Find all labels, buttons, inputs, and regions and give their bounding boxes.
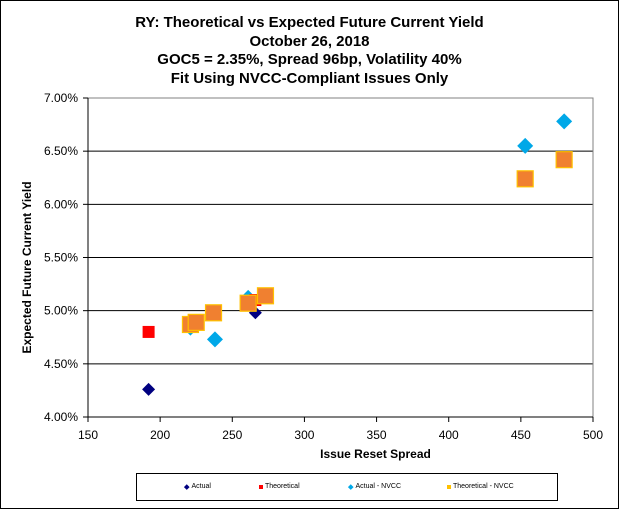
x-tick-label: 500: [583, 428, 603, 442]
y-axis-ticks: 4.00% 4.50% 5.00% 5.50% 6.00% 6.50% 7.00%: [44, 91, 88, 424]
legend-item-actual-nvcc: Actual - NVCC: [348, 483, 402, 490]
gridlines: [88, 97, 593, 365]
chart-title-line-1: RY: Theoretical vs Expected Future Curre…: [135, 14, 484, 31]
chart-title-line-3: GOC5 = 2.35%, Spread 96bp, Volatility 40…: [157, 51, 462, 68]
y-tick-label: 5.00%: [44, 304, 78, 318]
chart-title: RY: Theoretical vs Expected Future Curre…: [0, 14, 619, 88]
x-tick-label: 400: [439, 428, 459, 442]
y-tick-label: 6.00%: [44, 197, 78, 211]
data-points: [142, 113, 573, 396]
x-tick-label: 150: [78, 428, 98, 442]
chart-title-line-2: October 26, 2018: [249, 32, 370, 50]
legend-label: Theoretical: [265, 483, 300, 490]
legend: Actual Theoretical Actual - NVCC Theoret…: [136, 473, 558, 501]
x-tick-label: 350: [367, 428, 387, 442]
diamond-marker-icon: [348, 484, 354, 489]
point-actual: [142, 382, 156, 396]
point-theoretical-nvcc: [204, 304, 223, 322]
y-tick-label: 5.50%: [44, 251, 78, 265]
chart-title-line-4: Fit Using NVCC-Compliant Issues Only: [170, 69, 449, 87]
point-actual-nvcc: [517, 137, 534, 154]
point-actual-nvcc: [206, 331, 223, 348]
point-actual-nvcc: [556, 113, 573, 130]
square-marker-icon: [447, 484, 451, 489]
legend-item-theoretical-nvcc: Theoretical - NVCC: [447, 483, 514, 490]
x-tick-label: 300: [294, 428, 314, 442]
point-theoretical-nvcc: [256, 287, 275, 305]
legend-item-actual: Actual: [184, 483, 211, 490]
legend-label: Theoretical - NVCC: [453, 483, 514, 490]
x-tick-label: 450: [511, 428, 531, 442]
legend-item-theoretical: Theoretical: [259, 483, 300, 490]
diamond-marker-icon: [184, 484, 190, 489]
point-theoretical-nvcc: [187, 313, 205, 331]
point-theoretical: [142, 325, 155, 338]
y-tick-label: 7.00%: [44, 91, 78, 105]
x-axis-title: Issue Reset Spread: [320, 447, 431, 461]
legend-label: Actual: [191, 483, 211, 490]
x-tick-label: 200: [150, 428, 170, 442]
legend-label: Actual - NVCC: [355, 483, 402, 490]
x-axis-ticks: 150 200 250 300 350 400 450 500: [78, 417, 603, 442]
y-tick-label: 4.50%: [44, 357, 78, 371]
y-axis-title: Expected Future Current Yield: [20, 181, 34, 353]
point-theoretical-nvcc: [239, 294, 257, 312]
point-theoretical-nvcc: [555, 151, 573, 169]
square-marker-icon: [259, 484, 263, 489]
point-theoretical-nvcc: [516, 170, 534, 188]
x-tick-label: 250: [222, 428, 242, 442]
y-tick-label: 6.50%: [44, 144, 78, 158]
y-tick-label: 4.00%: [44, 410, 78, 424]
